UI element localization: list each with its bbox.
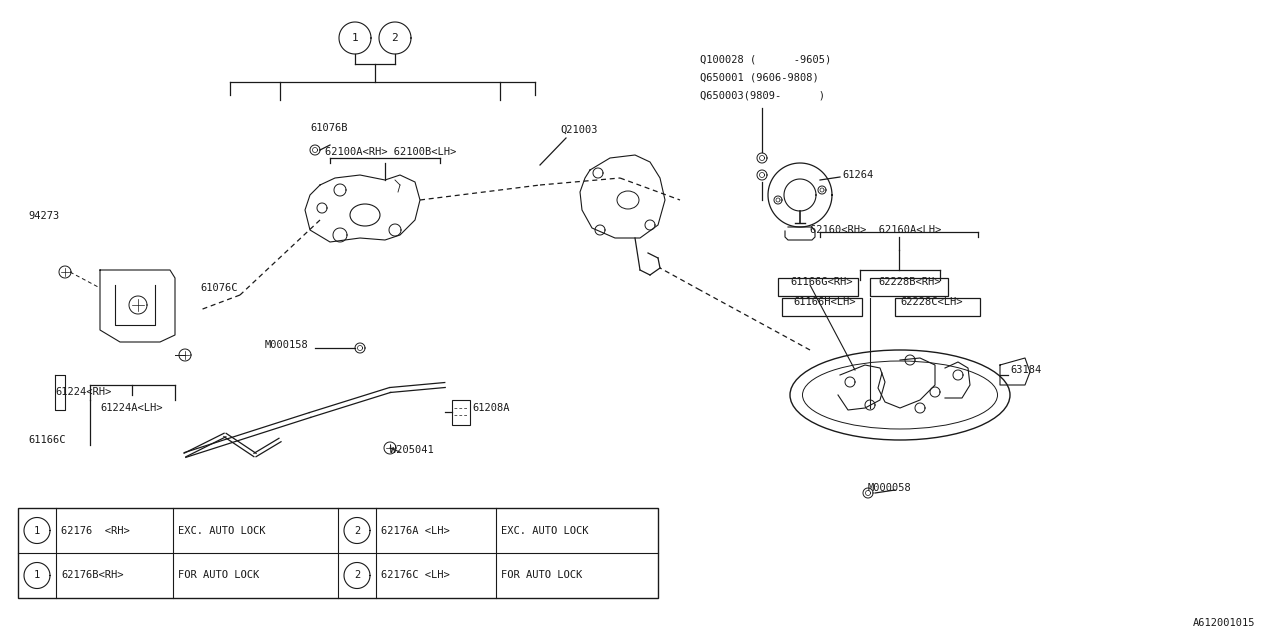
- Text: FOR AUTO LOCK: FOR AUTO LOCK: [178, 570, 260, 580]
- Text: 62176B<RH>: 62176B<RH>: [61, 570, 123, 580]
- Text: W205041: W205041: [390, 445, 434, 455]
- Bar: [18, 508, 658, 598]
- Text: 61224A<LH>: 61224A<LH>: [100, 403, 163, 413]
- Text: 94273: 94273: [28, 211, 59, 221]
- Text: Q21003: Q21003: [561, 125, 598, 135]
- Text: 62160<RH>  62160A<LH>: 62160<RH> 62160A<LH>: [810, 225, 941, 235]
- Text: 61076B: 61076B: [310, 123, 347, 133]
- Text: M000158: M000158: [265, 340, 308, 350]
- Text: 62100A<RH> 62100B<LH>: 62100A<RH> 62100B<LH>: [325, 147, 456, 157]
- Text: 61264: 61264: [842, 170, 873, 180]
- Text: Q650003(9809-      ): Q650003(9809- ): [700, 91, 826, 101]
- Text: EXC. AUTO LOCK: EXC. AUTO LOCK: [178, 525, 265, 536]
- Text: 2: 2: [392, 33, 398, 43]
- Text: 1: 1: [352, 33, 358, 43]
- Text: 62176C <LH>: 62176C <LH>: [381, 570, 449, 580]
- Text: 2: 2: [353, 525, 360, 536]
- Text: 61166G<RH>: 61166G<RH>: [790, 277, 852, 287]
- Text: Q650001 (9606-9808): Q650001 (9606-9808): [700, 73, 819, 83]
- Text: 62228B<RH>: 62228B<RH>: [878, 277, 941, 287]
- Text: 61076C: 61076C: [200, 283, 238, 293]
- Text: 61166C: 61166C: [28, 435, 65, 445]
- Text: 2: 2: [353, 570, 360, 580]
- Bar: [782, 298, 861, 316]
- Bar: [895, 298, 980, 316]
- Text: 1: 1: [33, 570, 40, 580]
- Text: 1: 1: [33, 525, 40, 536]
- Text: FOR AUTO LOCK: FOR AUTO LOCK: [500, 570, 582, 580]
- Text: 63184: 63184: [1010, 365, 1041, 375]
- Text: 62176  <RH>: 62176 <RH>: [61, 525, 129, 536]
- Text: EXC. AUTO LOCK: EXC. AUTO LOCK: [500, 525, 589, 536]
- Text: 62176A <LH>: 62176A <LH>: [381, 525, 449, 536]
- Text: A612001015: A612001015: [1193, 618, 1254, 628]
- Bar: [778, 278, 858, 296]
- Text: M000058: M000058: [868, 483, 911, 493]
- Bar: [870, 278, 948, 296]
- Text: 61224<RH>: 61224<RH>: [55, 387, 111, 397]
- Text: Q100028 (      -9605): Q100028 ( -9605): [700, 55, 831, 65]
- Text: 62228C<LH>: 62228C<LH>: [900, 297, 963, 307]
- Bar: [452, 400, 470, 425]
- Text: 61208A: 61208A: [472, 403, 509, 413]
- Text: 61166H<LH>: 61166H<LH>: [794, 297, 855, 307]
